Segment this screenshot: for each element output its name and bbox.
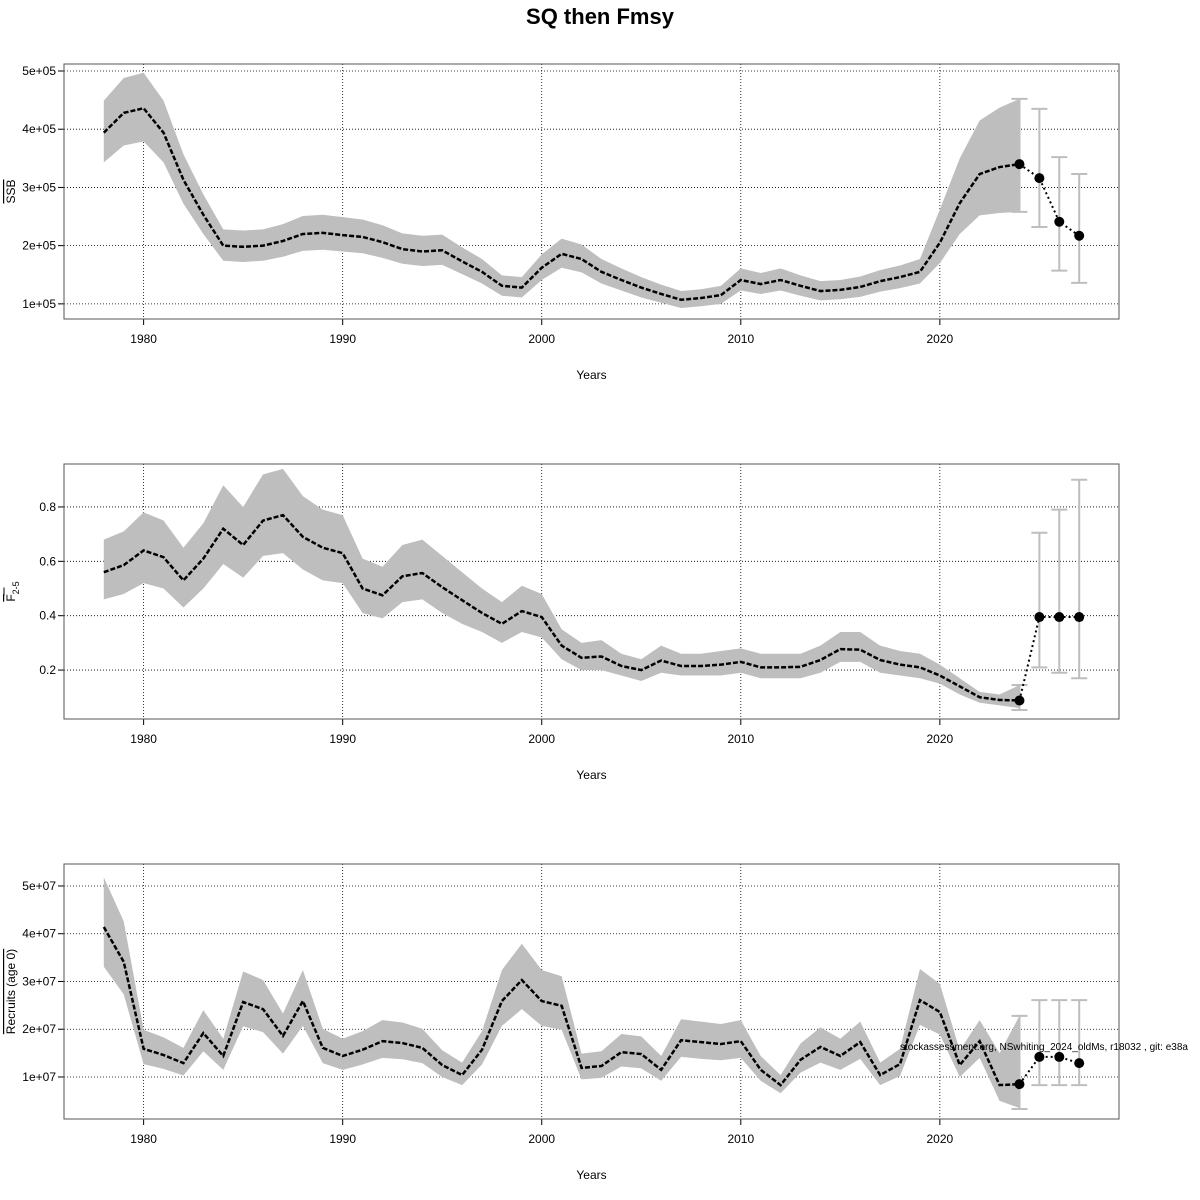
x-tick-label: 1990 [329,332,356,346]
x-tick-label: 2020 [926,732,953,746]
forecast-point [1054,216,1065,227]
y-tick-label: 0.4 [39,609,56,623]
confidence-band [103,877,1020,1109]
x-axis-label: Years [576,1168,606,1182]
x-tick-label: 1980 [130,332,157,346]
panel-2: 1980 1990 2000 2010 2020 0.2 0.4 0.6 0.8 Years F2-… [3,463,1120,782]
y-axis-label: SSB [4,179,18,203]
forecast-point [1074,230,1085,241]
forecast-point [1034,612,1045,623]
y-tick-label: 3e+07 [22,974,56,988]
y-tick-label: 1e+05 [22,297,56,311]
figure-title: SQ then Fmsy [526,4,675,29]
confidence-band [103,72,1020,308]
estimate-line [103,513,1020,702]
y-tick-label: 5e+05 [22,64,56,78]
y-axis-label-main: F [4,594,18,601]
y-tick-label: 0.2 [39,663,56,677]
y-tick-label: 4e+07 [22,927,56,941]
x-tick-label: 1990 [329,732,356,746]
forecast-line [1018,1055,1080,1085]
forecast-point [1014,1079,1025,1090]
x-tick-label: 1980 [130,732,157,746]
x-tick-label: 1980 [130,1132,157,1146]
x-tick-label: 2020 [926,332,953,346]
y-axis-label: Recruits (age 0) [4,949,18,1034]
y-tick-label: 3e+05 [22,180,56,194]
y-tick-label: 2e+07 [22,1022,56,1036]
y-tick-label: 1e+07 [22,1070,56,1084]
x-tick-label: 2010 [727,1132,754,1146]
forecast-line [1018,163,1080,237]
x-tick-label: 2000 [528,332,555,346]
forecast-point [1054,1051,1065,1062]
y-axis-label-main: SSB [4,179,18,203]
confidence-band [103,468,1020,709]
x-tick-label: 1990 [329,1132,356,1146]
estimate-line [102,926,1020,1087]
y-axis-label-main: Recruits (age 0) [4,949,18,1034]
forecast-point [1014,695,1025,706]
y-axis-label: F2-5 [4,581,21,601]
x-tick-label: 2010 [727,732,754,746]
y-tick-label: 4e+05 [22,122,56,136]
x-tick-label: 2000 [528,1132,555,1146]
x-axis-label: Years [576,368,606,382]
forecast-point [1014,159,1025,170]
x-tick-label: 2010 [727,332,754,346]
y-axis-label-subscript: 2-5 [11,581,21,594]
x-tick-label: 2000 [528,732,555,746]
forecast-line [1018,616,1080,701]
panel-1: 1980 1990 2000 2010 2020 1e+05 2e+05 3e+05 4e+05… [4,63,1120,382]
plot-frame [63,863,1120,1120]
x-axis-label: Years [576,768,606,782]
y-tick-label: 0.8 [39,500,56,514]
forecast-point [1054,612,1065,623]
panel-3: 1980 1990 2000 2010 2020 1e+07 2e+07 3e+07 4e+07… [4,863,1120,1182]
y-tick-label: 2e+05 [22,239,56,253]
plot-frame [63,463,1120,720]
y-tick-label: 5e+07 [22,879,56,893]
estimate-line [102,106,1020,302]
forecast-point [1034,173,1045,184]
footnote: stockassessment.org, NSwhiting_2024_oldM… [900,1042,1188,1053]
plot-frame [63,63,1120,320]
forecast-point [1074,612,1085,623]
x-tick-label: 2020 [926,1132,953,1146]
forecast-point [1074,1058,1085,1069]
forecast-point [1034,1051,1045,1062]
y-tick-label: 0.6 [39,554,56,568]
